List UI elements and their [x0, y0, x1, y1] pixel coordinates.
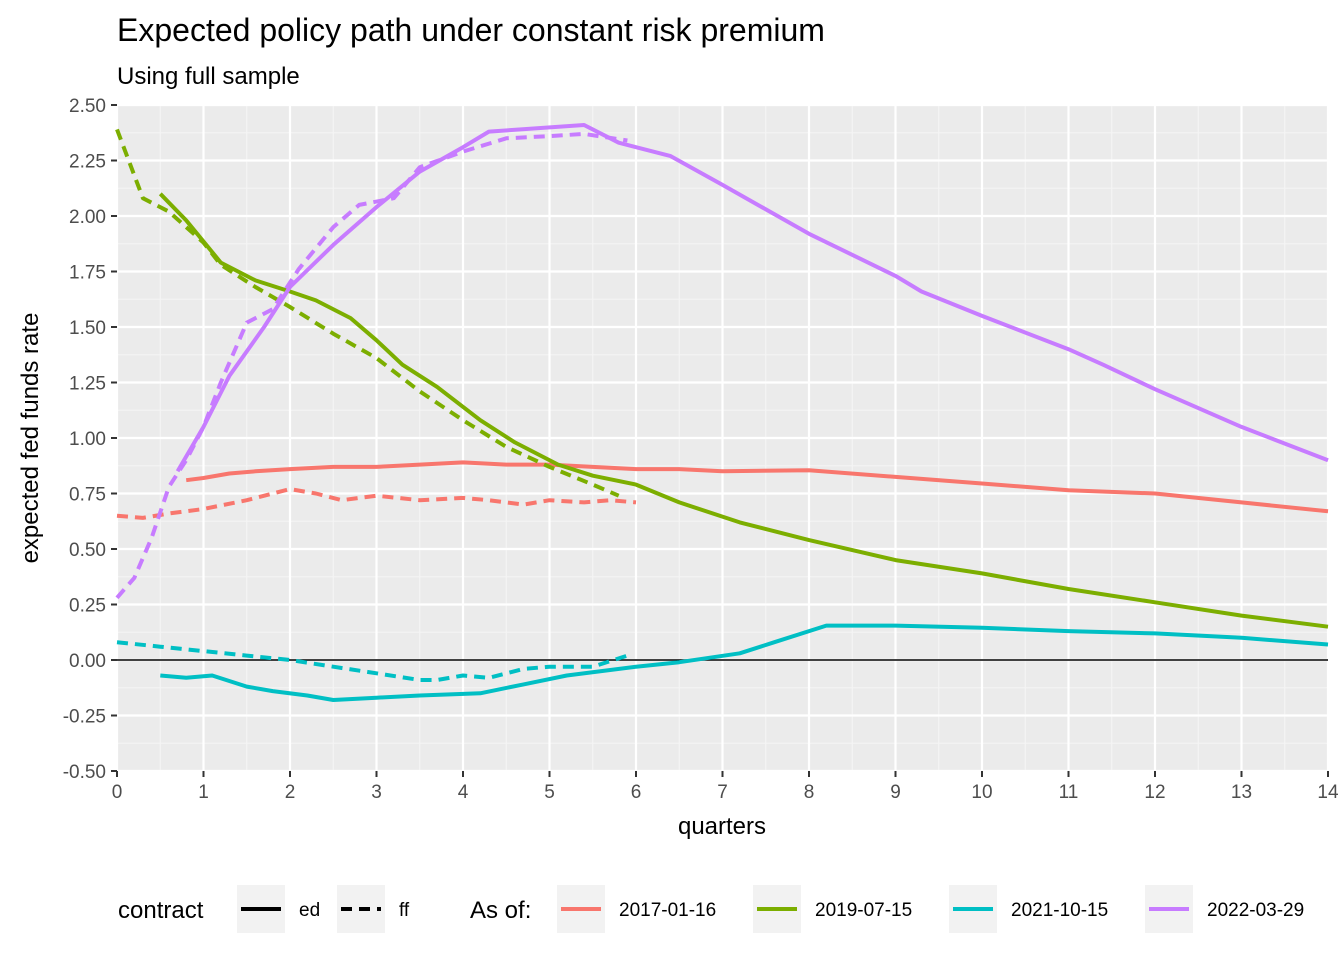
legend-label-2021-10-15: 2021-10-15 [1011, 900, 1108, 921]
legend: contract ed ff As of: 2017-01-16 2019-07… [118, 885, 1304, 933]
legend-label-ed: ed [299, 900, 320, 921]
series-line-2017-01-16-ed [185, 460, 1329, 514]
x-axis-label: quarters [678, 813, 766, 840]
y-tick-label: -0.50 [63, 762, 106, 783]
series-line-2022-03-29-ed [175, 123, 1329, 473]
x-tick-label: 10 [971, 782, 992, 803]
chart-title: Expected policy path under constant risk… [117, 12, 825, 48]
series-line-2017-01-16-ff [116, 487, 637, 520]
series-line-2019-07-15-ed [158, 192, 1329, 629]
y-tick-label: 0.75 [69, 485, 106, 506]
x-tick-label: 2 [285, 782, 296, 803]
legend-key-ed [237, 885, 285, 933]
y-tick-label: 1.50 [69, 318, 106, 339]
y-tick-label: 1.00 [69, 429, 106, 450]
legend-key-2022-03-29 [1145, 885, 1193, 933]
x-tick-label: 9 [890, 782, 901, 803]
y-tick-label: 2.25 [69, 152, 106, 173]
y-tick-label: 2.00 [69, 207, 106, 228]
legend-label-2019-07-15: 2019-07-15 [815, 900, 912, 921]
series-line-2019-07-15-ff [115, 128, 620, 498]
x-tick-label: 4 [458, 782, 469, 803]
y-tick-label: 0.50 [69, 540, 106, 561]
x-tick-label: 14 [1317, 782, 1339, 803]
x-tick-label: 8 [804, 782, 815, 803]
x-tick-label: 7 [717, 782, 728, 803]
legend-label-2022-03-29: 2022-03-29 [1207, 900, 1304, 921]
x-tick-label: 0 [112, 782, 123, 803]
y-axis-ticks: -0.50 -0.25 0.00 0.25 0.50 0.75 1.00 1.25 1.50 1.… [63, 96, 117, 783]
y-tick-label: 0.25 [69, 596, 106, 617]
y-axis-label: expected fed funds rate [17, 313, 44, 564]
x-tick-label: 12 [1144, 782, 1165, 803]
y-tick-label: 2.50 [69, 96, 106, 117]
series-line-2021-10-15-ed [160, 623, 1329, 702]
chart-subtitle: Using full sample [117, 63, 300, 90]
y-tick-label: 1.75 [69, 263, 106, 284]
x-tick-label: 13 [1231, 782, 1252, 803]
legend-key-2017-01-16 [557, 885, 605, 933]
legend-key-ff [337, 885, 385, 933]
series-layer [115, 123, 1329, 702]
legend-label-ff: ff [399, 900, 410, 921]
legend-color-title: As of: [470, 897, 531, 924]
y-tick-label: 1.25 [69, 374, 106, 395]
x-tick-label: 5 [544, 782, 555, 803]
legend-key-2019-07-15 [753, 885, 801, 933]
y-tick-label: -0.25 [63, 707, 106, 728]
x-tick-label: 11 [1059, 782, 1079, 803]
x-tick-label: 1 [198, 782, 209, 803]
legend-contract-title: contract [118, 897, 204, 924]
legend-key-2021-10-15 [949, 885, 997, 933]
series-line-2022-03-29-ff [115, 131, 628, 600]
x-axis-ticks: 0 1 2 3 4 5 6 7 8 9 10 11 12 13 14 [112, 771, 1339, 803]
y-tick-label: 0.00 [69, 651, 106, 672]
x-tick-label: 3 [371, 782, 382, 803]
x-tick-label: 6 [631, 782, 642, 803]
legend-label-2017-01-16: 2017-01-16 [619, 900, 716, 921]
